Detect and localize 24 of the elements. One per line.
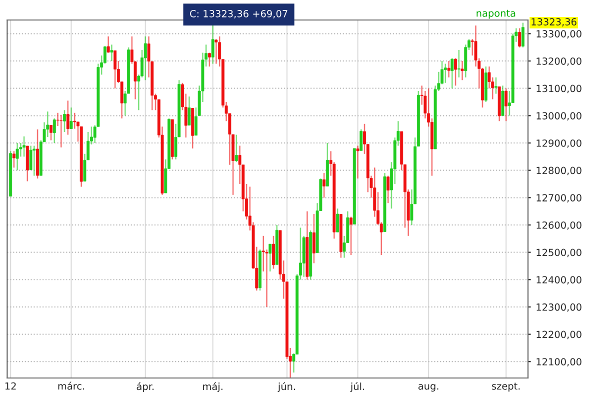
x-tick-label: júl. [350,382,364,392]
y-tick-label: 12200,00 [536,330,582,340]
y-tick-label: 12300,00 [536,303,582,312]
x-tick-label: aug. [418,384,438,392]
y-tick-label: 12700,00 [536,194,582,202]
y-tick-label: 12800,00 [536,166,582,176]
x-tick-label: ápr. [136,382,154,392]
chart-title: C: 13323,36 +69,07 [190,10,288,18]
y-tick-label: 12400,00 [536,276,582,284]
y-tick-label: 13100,00 [536,84,582,94]
text: 13323,36 [532,18,576,26]
x-tick-label: szept. [492,382,520,392]
y-tick-label: 12500,00 [536,248,582,258]
y-tick-label: 13000,00 [536,112,582,120]
x-tick-label: máj. [203,382,222,392]
y-tick-label: 12900,00 [536,139,582,148]
y-tick-label: 12100,00 [536,358,582,366]
y-tick-label: 12600,00 [536,221,582,230]
y-tick-label: 13200,00 [536,57,582,66]
x-tick-label: márc. [58,382,84,390]
x-tick-label: 12 [5,382,16,390]
x-tick-label: jún. [278,382,295,392]
y-tick-label: 13300,00 [536,30,582,38]
text: naponta [476,10,516,19]
